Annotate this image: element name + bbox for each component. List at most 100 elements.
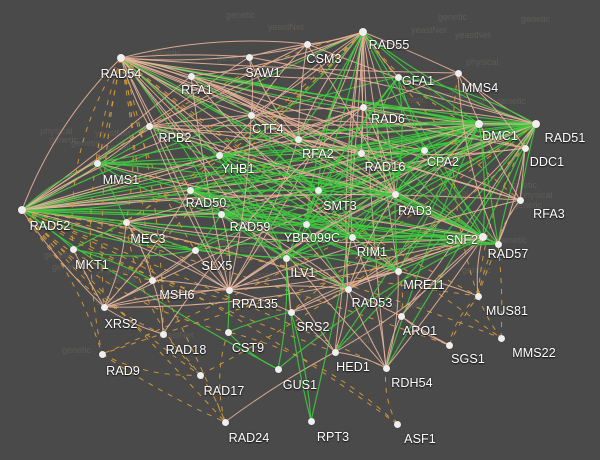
edge-yeastNet[interactable] xyxy=(21,76,399,211)
node-srs2[interactable] xyxy=(287,308,295,316)
edge-yeastNet[interactable] xyxy=(218,147,425,156)
node-hed1[interactable] xyxy=(331,348,339,356)
edge-genetic[interactable] xyxy=(477,199,521,297)
edge-genetic[interactable] xyxy=(120,57,196,251)
node-mec3[interactable] xyxy=(122,218,130,226)
edge-physical[interactable] xyxy=(21,57,122,211)
edge-physical[interactable] xyxy=(347,288,402,317)
edge-yeastNet[interactable] xyxy=(351,236,499,246)
edge-physical[interactable] xyxy=(103,236,484,308)
node-cst9[interactable] xyxy=(224,328,232,336)
edge-genetic[interactable] xyxy=(199,147,526,376)
edge-physical[interactable] xyxy=(151,279,230,291)
edge-genetic[interactable] xyxy=(120,57,502,339)
edge-physical[interactable] xyxy=(120,57,353,238)
node-rad18[interactable] xyxy=(159,330,167,338)
edge-yeastNet[interactable] xyxy=(397,123,537,272)
edge-yeastNet[interactable] xyxy=(394,76,403,195)
edge-genetic[interactable] xyxy=(199,374,226,423)
edge-yeastNet[interactable] xyxy=(394,193,399,272)
edge-physical[interactable] xyxy=(297,43,308,140)
edge-physical[interactable] xyxy=(125,213,222,223)
edge-yeastNet[interactable] xyxy=(394,193,499,245)
edge-yeastNet[interactable] xyxy=(194,249,287,259)
edge-yeastNet[interactable] xyxy=(194,234,484,251)
node-mkt1[interactable] xyxy=(69,245,77,253)
edge-genetic[interactable] xyxy=(162,333,201,376)
edge-physical[interactable] xyxy=(190,75,521,201)
edge-genetic[interactable] xyxy=(96,57,122,164)
edge-yeastNet[interactable] xyxy=(385,123,480,369)
edge-physical[interactable] xyxy=(120,57,191,191)
node-rad17[interactable] xyxy=(196,371,204,379)
edge-physical[interactable] xyxy=(347,123,537,290)
edge-yeastNet[interactable] xyxy=(21,209,307,225)
edge-physical[interactable] xyxy=(457,72,499,245)
edge-physical[interactable] xyxy=(21,72,459,211)
edge-genetic[interactable] xyxy=(72,31,364,250)
node-slx5[interactable] xyxy=(191,246,199,254)
edge-physical[interactable] xyxy=(385,315,402,369)
edge-yeastNet[interactable] xyxy=(360,152,484,238)
edge-genetic[interactable] xyxy=(120,57,153,281)
node-rpa135[interactable] xyxy=(225,286,233,294)
edge-yeastNet[interactable] xyxy=(227,311,292,333)
node-ctf4[interactable] xyxy=(247,111,255,119)
edge-yeastNet[interactable] xyxy=(362,31,484,238)
edge-yeastNet[interactable] xyxy=(290,311,312,422)
edge-yeastNet[interactable] xyxy=(362,106,484,238)
edge-genetic[interactable] xyxy=(219,331,229,423)
node-mre11[interactable] xyxy=(394,267,402,275)
edge-yeastNet[interactable] xyxy=(285,76,399,259)
edge-genetic[interactable] xyxy=(497,243,503,339)
edge-yeastNet[interactable] xyxy=(72,248,196,257)
edge-yeastNet[interactable] xyxy=(423,149,484,238)
node-rpt3[interactable] xyxy=(307,417,315,425)
edge-genetic[interactable] xyxy=(227,331,398,425)
edge-physical[interactable] xyxy=(385,270,399,369)
edge-physical[interactable] xyxy=(250,114,299,140)
edge-genetic[interactable] xyxy=(21,209,479,297)
node-aro1[interactable] xyxy=(397,312,405,320)
edge-physical[interactable] xyxy=(21,209,105,308)
edge-physical[interactable] xyxy=(290,311,336,353)
edge-physical[interactable] xyxy=(228,289,292,313)
edge-physical[interactable] xyxy=(334,351,387,369)
edge-physical[interactable] xyxy=(248,56,299,140)
edge-yeastNet[interactable] xyxy=(277,236,484,370)
edge-yeastNet[interactable] xyxy=(96,162,222,215)
edge-physical[interactable] xyxy=(347,123,480,290)
edge-physical[interactable] xyxy=(21,193,521,211)
edge-physical[interactable] xyxy=(297,138,362,154)
node-rad59[interactable] xyxy=(217,210,225,218)
node-rfa2[interactable] xyxy=(294,135,302,143)
edge-yeastNet[interactable] xyxy=(189,189,399,272)
edge-yeastNet[interactable] xyxy=(218,154,319,191)
edge-physical[interactable] xyxy=(148,125,230,291)
edge-physical[interactable] xyxy=(151,249,196,281)
node-rdh54[interactable] xyxy=(382,364,390,372)
edge-physical[interactable] xyxy=(96,162,484,238)
edge-yeastNet[interactable] xyxy=(21,123,480,211)
edge-yeastNet[interactable] xyxy=(317,189,353,238)
node-xrs2[interactable] xyxy=(100,303,108,311)
edge-yeastNet[interactable] xyxy=(189,189,287,259)
node-rad50[interactable] xyxy=(186,186,194,194)
edge-genetic[interactable] xyxy=(21,209,450,346)
node-sgs1[interactable] xyxy=(445,341,453,349)
edge-physical[interactable] xyxy=(457,72,526,149)
edge-yeastNet[interactable] xyxy=(360,149,425,156)
edge-genetic[interactable] xyxy=(101,123,537,355)
node-saw1[interactable] xyxy=(245,53,253,61)
edge-yeastNet[interactable] xyxy=(218,154,307,225)
edge-physical[interactable] xyxy=(120,40,308,59)
edge-physical[interactable] xyxy=(190,75,399,272)
node-mms4[interactable] xyxy=(454,69,462,77)
node-ybr099c[interactable] xyxy=(302,220,310,228)
edge-physical[interactable] xyxy=(476,236,484,297)
edge-yeastNet[interactable] xyxy=(423,123,537,151)
edge-physical[interactable] xyxy=(125,221,153,281)
edge-physical[interactable] xyxy=(162,106,364,335)
edge-physical[interactable] xyxy=(190,75,230,291)
edge-physical[interactable] xyxy=(190,75,526,149)
